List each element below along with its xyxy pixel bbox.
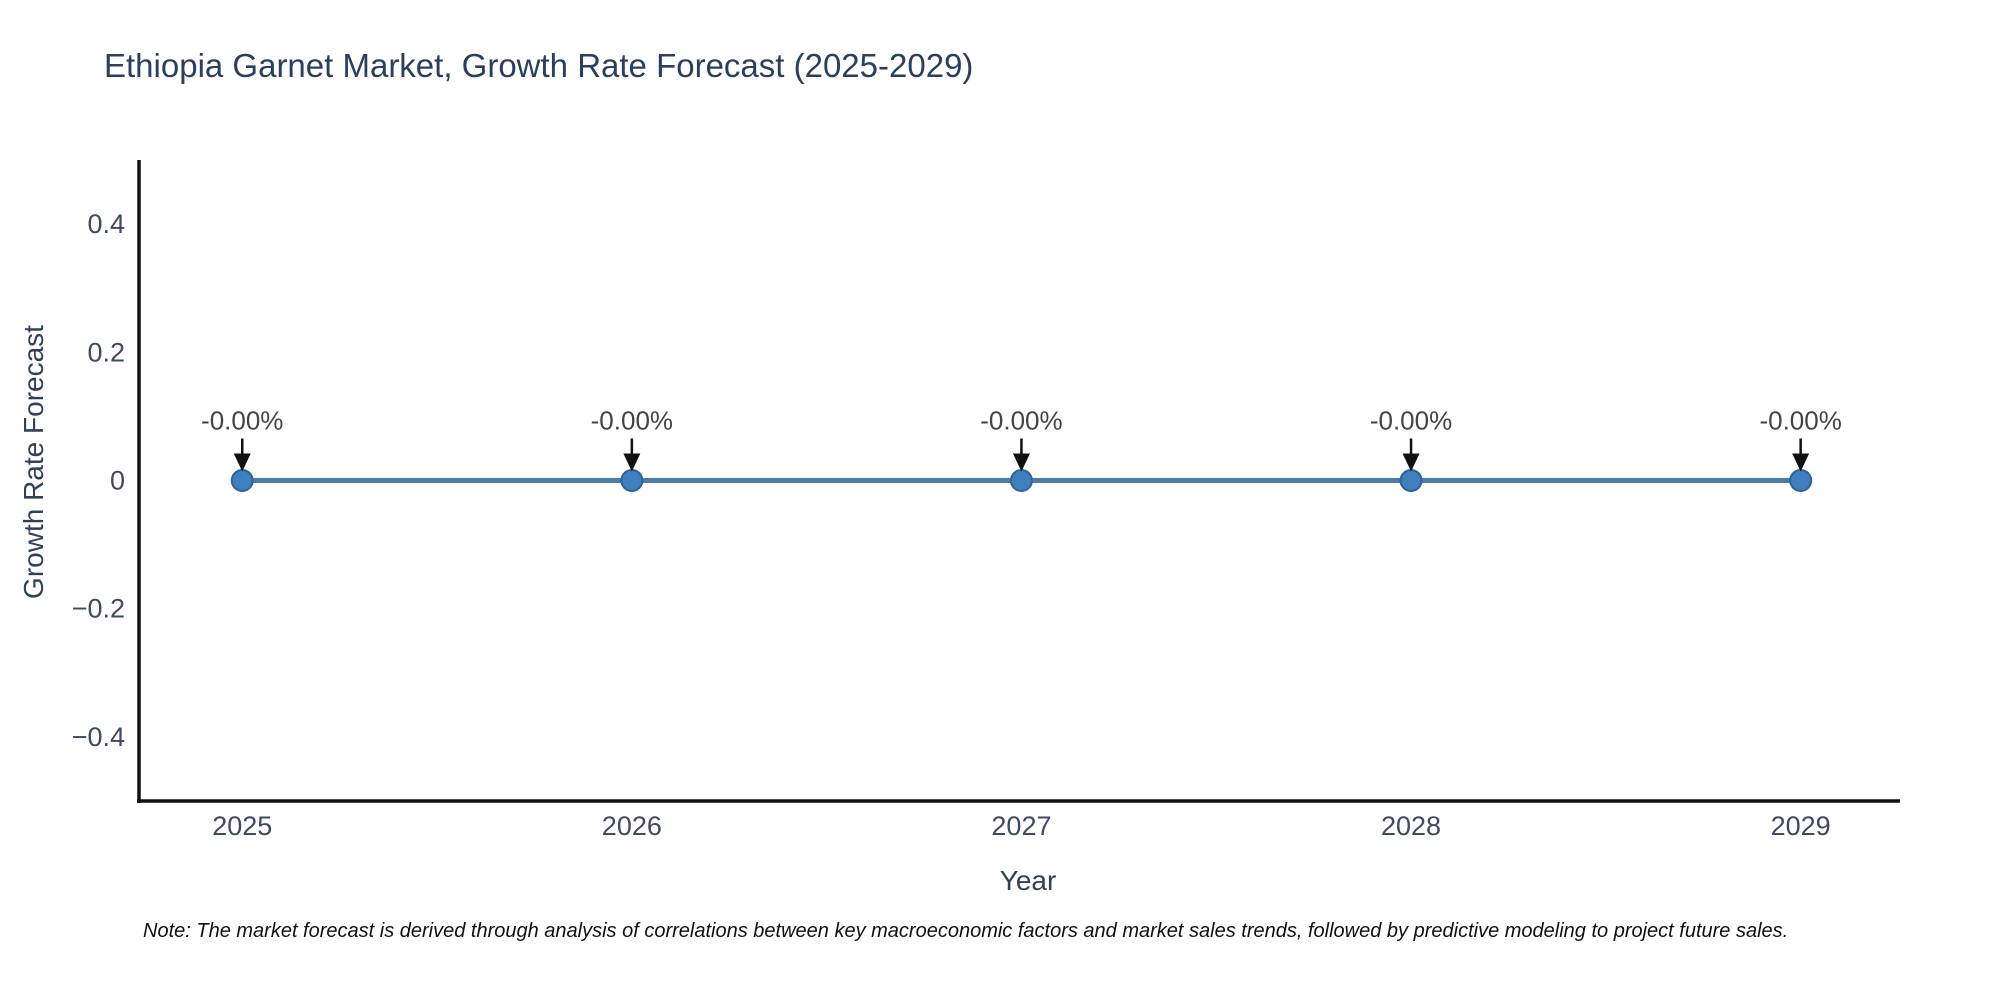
annotation-arrow-head (1792, 453, 1810, 472)
annotation-arrow-head (623, 453, 641, 472)
x-tick-label: 2025 (212, 811, 272, 841)
annotation-arrow-head (233, 453, 251, 472)
data-point-marker (230, 469, 254, 492)
data-point-marker (1009, 469, 1033, 492)
point-annotation: -0.00% (980, 406, 1062, 436)
point-annotation: -0.00% (1370, 406, 1452, 436)
y-tick-label: −0.2 (72, 594, 125, 624)
y-tick-label: 0 (110, 466, 125, 496)
y-tick-label: 0.4 (87, 209, 125, 239)
point-annotation: -0.00% (201, 406, 283, 436)
chart-title: Ethiopia Garnet Market, Growth Rate Fore… (104, 47, 974, 84)
point-annotation: -0.00% (591, 406, 673, 436)
data-point-marker (1789, 469, 1813, 492)
x-tick-label: 2029 (1771, 811, 1831, 841)
y-tick-label: 0.2 (87, 337, 125, 367)
point-annotation: -0.00% (1759, 406, 1841, 436)
annotation-arrow-head (1402, 453, 1420, 472)
x-tick-label: 2027 (991, 811, 1051, 841)
annotation-arrow-head (1012, 453, 1030, 472)
x-tick-label: 2028 (1381, 811, 1441, 841)
x-axis-title: Year (999, 865, 1057, 896)
footnote: Note: The market forecast is derived thr… (143, 920, 1789, 942)
x-tick-label: 2026 (602, 811, 662, 841)
data-point-marker (1399, 469, 1423, 492)
y-tick-label: −0.4 (72, 722, 125, 752)
data-point-marker (620, 469, 644, 492)
